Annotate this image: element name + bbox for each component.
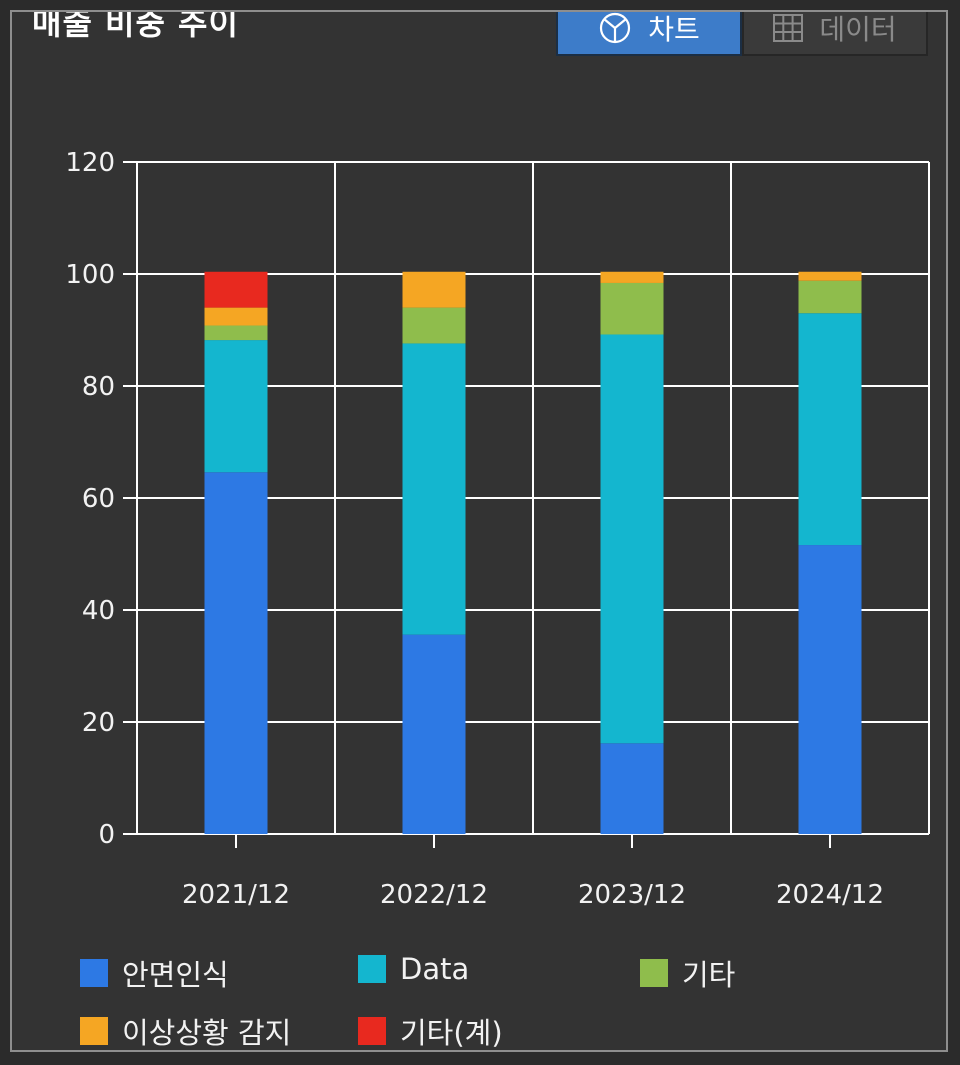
- bar-segment: [204, 472, 268, 834]
- legend-label: 이상상황 감지: [122, 1016, 292, 1050]
- bar-segment: [402, 271, 466, 308]
- y-tick-label: 80: [82, 372, 115, 402]
- y-tick-label: 100: [65, 260, 115, 290]
- legend-item-other: 기타: [640, 952, 735, 994]
- page-title: 매출 비중 추이: [32, 10, 239, 42]
- pie-chart-icon: [598, 12, 632, 45]
- tab-chart[interactable]: 차트: [556, 12, 742, 56]
- tab-chart-label: 차트: [648, 13, 700, 46]
- bar-segment: [204, 325, 268, 341]
- bar-segment: [402, 307, 466, 344]
- legend-label: 기타: [682, 958, 736, 992]
- bar-segment: [600, 271, 664, 283]
- bar-segment: [204, 307, 268, 326]
- bar-segment: [600, 334, 664, 744]
- bar-segment: [798, 545, 862, 834]
- y-tick-label: 20: [82, 708, 115, 738]
- bar-segment: [798, 280, 862, 314]
- y-tick-label: 0: [98, 820, 115, 850]
- bar-segment: [402, 634, 466, 834]
- table-icon: [773, 14, 804, 42]
- y-tick-label: 40: [82, 596, 115, 626]
- legend-label: 안면인식: [122, 958, 229, 992]
- legend-swatch: [640, 959, 668, 987]
- bar-segment: [402, 343, 466, 635]
- tab-data-label: 데이터: [819, 13, 897, 46]
- bar-segment: [600, 743, 664, 834]
- legend-label: 기타(계): [400, 1016, 503, 1050]
- legend-swatch: [80, 1017, 108, 1045]
- y-tick-label: 120: [65, 148, 115, 178]
- y-tick-label: 60: [82, 484, 115, 514]
- bar-segment: [798, 313, 862, 546]
- x-tick-label: 2024/12: [776, 880, 884, 910]
- stacked-bar-chart: 0 20 40 60 80 100 120 2021/12 2022/12 2023/12 2024…: [65, 148, 930, 910]
- legend-swatch: [80, 959, 108, 987]
- legend-item-other-total: 기타(계): [358, 1010, 503, 1050]
- legend: 안면인식 Data 기타 이상상황 감지 기타(계): [80, 952, 900, 1050]
- view-toggle: 차트 데이터: [556, 12, 928, 56]
- x-tick-label: 2022/12: [380, 880, 488, 910]
- bar-segment: [798, 271, 862, 281]
- chart-panel: 매출 비중 추이 차트: [10, 10, 948, 1052]
- legend-label: Data: [400, 952, 470, 986]
- bar-segment: [204, 340, 268, 473]
- legend-swatch: [358, 1017, 386, 1045]
- x-tick-label: 2021/12: [182, 880, 290, 910]
- legend-item-data: Data: [358, 952, 469, 986]
- legend-swatch: [358, 955, 386, 983]
- bar-segment: [600, 282, 664, 335]
- x-tick-label: 2023/12: [578, 880, 686, 910]
- tab-data[interactable]: 데이터: [742, 12, 928, 56]
- legend-item-anomaly-detection: 이상상황 감지: [80, 1010, 292, 1050]
- bar-segment: [204, 271, 268, 308]
- legend-item-face-recognition: 안면인식: [80, 952, 229, 994]
